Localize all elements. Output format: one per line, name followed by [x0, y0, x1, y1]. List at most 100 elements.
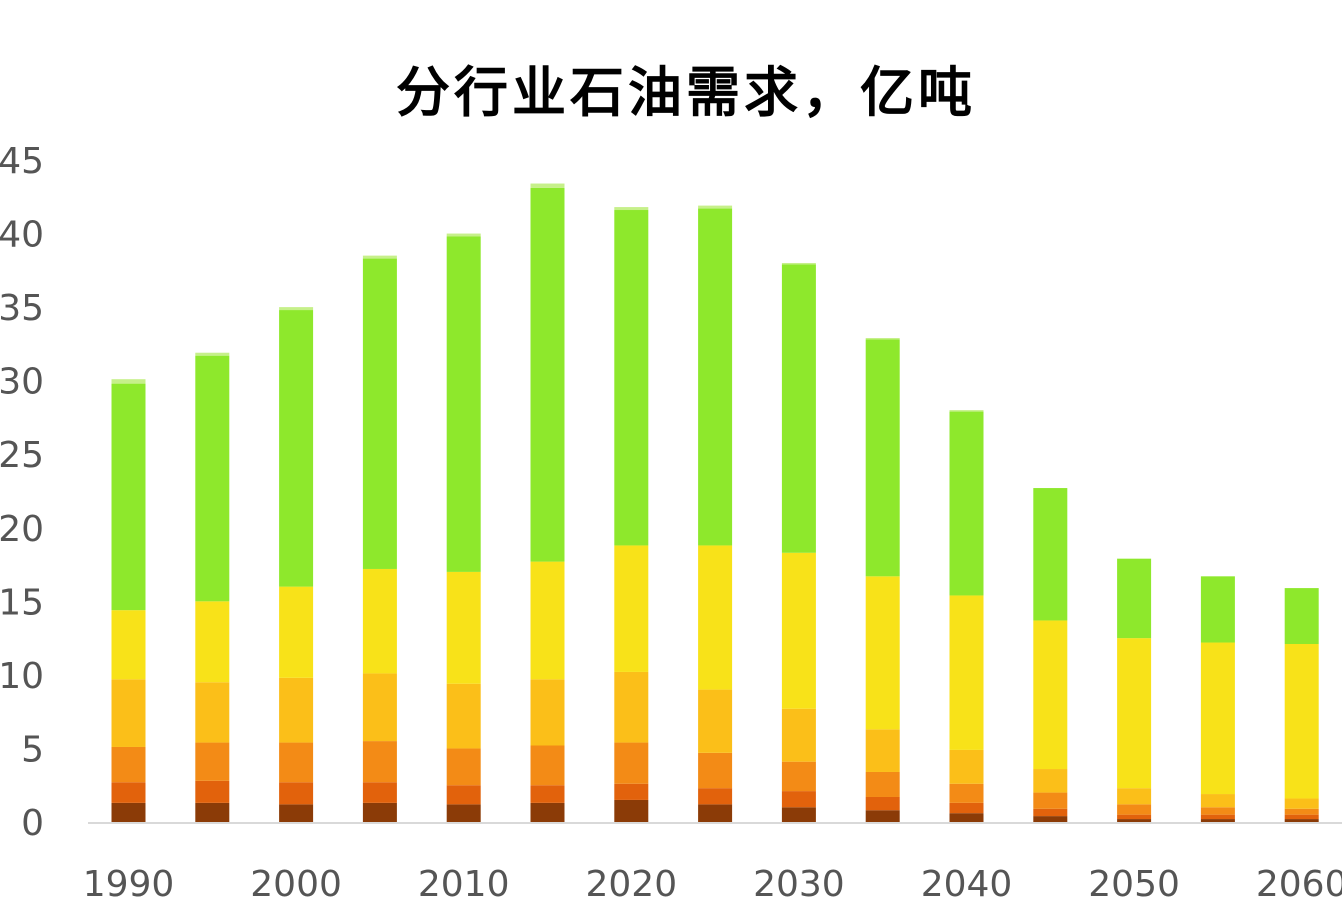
bar-segment [781, 264, 816, 553]
bar-segment [111, 746, 146, 783]
y-tick-label: 35 [0, 288, 44, 329]
y-tick-label: 25 [0, 435, 44, 476]
bar-segment [111, 610, 146, 680]
x-tick-label: 2030 [753, 864, 845, 904]
bar-segment [1117, 638, 1152, 789]
bar-segment [362, 568, 397, 674]
bar-segment [530, 679, 565, 746]
bar-segment [1200, 807, 1235, 815]
chart-title: 分行业石油需求，亿吨 [396, 60, 976, 124]
bar-segment [614, 742, 649, 784]
bar-segment [362, 673, 397, 742]
bar-segment [781, 807, 816, 822]
bar-segment [530, 561, 565, 680]
bar-segment [781, 708, 816, 762]
bar-segment [865, 338, 900, 340]
x-tick-label: 2010 [418, 864, 510, 904]
bar-segment [1284, 814, 1319, 820]
bar-segment [1117, 814, 1152, 820]
bar-segment [446, 233, 481, 237]
bar-segment [195, 355, 230, 602]
bar-segment [362, 802, 397, 822]
bar-segment [195, 742, 230, 781]
bar-segment [279, 782, 314, 805]
bar-segment [614, 210, 649, 546]
bar-segment [949, 802, 984, 814]
bar-segment [1200, 819, 1235, 822]
bar-segment [1033, 816, 1068, 822]
bar-segment [362, 255, 397, 259]
bar-segment [698, 788, 733, 805]
bar-segment [614, 671, 649, 743]
bar-segment [111, 802, 146, 822]
bar-segment [1117, 804, 1152, 815]
bar-segment [614, 207, 649, 211]
bar-segment [279, 586, 314, 678]
bar-segment [949, 749, 984, 784]
bar-segment [614, 783, 649, 800]
bar-segment [362, 258, 397, 569]
bar-segment [1200, 576, 1235, 643]
bar-segment [446, 804, 481, 822]
x-tick-label: 2000 [250, 864, 342, 904]
bar-segment [195, 802, 230, 822]
bar-segment [1284, 819, 1319, 822]
bar-segment [949, 411, 984, 596]
bar-segment [614, 799, 649, 822]
bar-segment [111, 679, 146, 747]
bar-segment [1117, 788, 1152, 805]
bar-segment [279, 742, 314, 783]
y-tick-label: 45 [0, 141, 44, 182]
bar-segment [949, 783, 984, 803]
bar-segment [698, 545, 733, 690]
bar-segment [111, 782, 146, 803]
bar-segment [111, 379, 146, 384]
bar-segment [865, 729, 900, 772]
bar-segment [279, 310, 314, 587]
bar-segment [446, 236, 481, 572]
x-tick-label: 2050 [1088, 864, 1180, 904]
bar-segment [1033, 769, 1068, 793]
x-tick-label: 2040 [921, 864, 1013, 904]
bar-segment [865, 771, 900, 797]
y-tick-label: 40 [0, 215, 44, 256]
bar-segment [530, 187, 565, 562]
bar-segment [446, 748, 481, 786]
bar-segment [1284, 808, 1319, 815]
bar-segment [1284, 643, 1319, 799]
bar-segment [949, 595, 984, 750]
bar-segment [446, 785, 481, 805]
bar-segment [530, 802, 565, 822]
bar-segment [698, 208, 733, 546]
bar-segment [530, 785, 565, 803]
bar-segment [362, 782, 397, 803]
bar-segment [781, 552, 816, 709]
bar-segment [362, 741, 397, 783]
bar-segment [865, 796, 900, 811]
bar-segment [1033, 488, 1068, 621]
bar-segment [195, 780, 230, 803]
bar-segment [1200, 814, 1235, 820]
bar-segment [111, 383, 146, 611]
bar-segment [1033, 792, 1068, 809]
bar-segment [698, 752, 733, 789]
bar-segment [530, 183, 565, 188]
bar-segment [865, 576, 900, 730]
y-tick-label: 5 [21, 729, 44, 770]
y-tick-label: 30 [0, 362, 44, 403]
bar-segment [1200, 794, 1235, 808]
bar-segment [949, 410, 984, 412]
bar-segment [1200, 642, 1235, 795]
bar-segment [781, 791, 816, 808]
bar-segment [195, 601, 230, 683]
bar-segment [698, 804, 733, 822]
bar-segment [279, 307, 314, 311]
bar-segment [195, 682, 230, 743]
bar-segment [1033, 808, 1068, 817]
bar-segment [949, 813, 984, 822]
bar-segment [1117, 819, 1152, 822]
bar-segment [530, 745, 565, 786]
x-tick-label: 2020 [585, 864, 677, 904]
